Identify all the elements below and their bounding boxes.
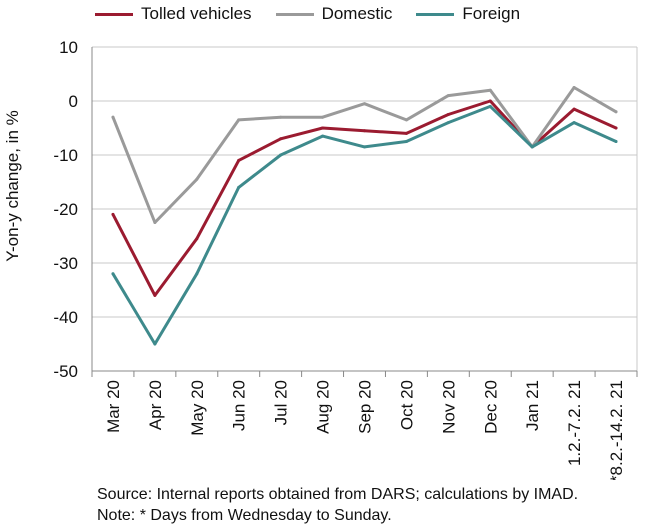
- legend-swatch-foreign: [416, 12, 455, 16]
- data-point: [446, 113, 450, 116]
- data-point: [195, 272, 199, 276]
- legend-item-foreign: Foreign: [416, 4, 520, 24]
- data-point: [488, 104, 492, 108]
- x-tick-label: Jun 20: [230, 380, 249, 431]
- data-point: [195, 237, 199, 241]
- y-tick-label: -50: [53, 362, 78, 381]
- source-note: Source: Internal reports obtained from D…: [97, 486, 579, 524]
- data-point: [404, 131, 408, 135]
- data-point: [530, 145, 534, 149]
- x-tick-label: May 20: [188, 380, 207, 436]
- data-point: [363, 102, 366, 106]
- legend-label-domestic: Domestic: [321, 4, 393, 23]
- legend: Tolled vehicles Domestic Foreign: [95, 4, 520, 24]
- x-tick-label: Apr 20: [146, 380, 165, 430]
- line-chart: 10 0 -10 -20 -30 -40 -50 Mar 20 Apr 20 May 20 Jun …: [53, 38, 638, 480]
- data-point: [446, 94, 450, 98]
- legend-swatch-domestic: [275, 12, 314, 16]
- data-point: [572, 86, 576, 89]
- data-point: [614, 126, 618, 130]
- data-point: [488, 88, 492, 92]
- legend-label-foreign: Foreign: [462, 4, 521, 23]
- y-tick-label: 0: [69, 92, 78, 111]
- legend-item-domestic: Domestic: [275, 4, 393, 24]
- data-point: [404, 118, 408, 122]
- data-point: [237, 185, 241, 189]
- x-tick-label: Sep 20: [356, 380, 375, 434]
- data-point: [614, 110, 618, 114]
- y-tick-label: -40: [53, 308, 78, 327]
- data-point: [572, 107, 576, 111]
- legend-item-tolled: Tolled vehicles: [95, 4, 252, 24]
- data-point: [111, 212, 115, 216]
- x-tick-label: Aug 20: [314, 380, 333, 434]
- data-point: [614, 140, 618, 143]
- x-tick-label: Jan 21: [523, 380, 542, 431]
- data-point: [321, 115, 325, 119]
- x-tick-label: Dec 20: [481, 380, 500, 434]
- data-point: [279, 153, 283, 157]
- data-point: [153, 221, 157, 224]
- legend-swatch-tolled: [95, 12, 133, 16]
- data-point: [321, 126, 325, 130]
- data-point: [363, 145, 366, 149]
- data-point: [195, 177, 199, 181]
- x-tick-label: Jul 20: [272, 380, 291, 425]
- data-point: [572, 121, 576, 125]
- y-tick-label: -10: [53, 146, 78, 165]
- data-point: [153, 293, 157, 297]
- data-point: [363, 129, 366, 133]
- x-tick-label: Nov 20: [439, 380, 458, 434]
- y-tick-label: -20: [53, 200, 78, 219]
- data-point: [237, 118, 241, 122]
- x-tick-label: *8.2.-14.2. 21: [607, 380, 626, 480]
- data-point: [153, 342, 157, 346]
- data-point: [279, 137, 283, 141]
- data-point: [237, 158, 241, 162]
- y-tick-label: 10: [59, 38, 78, 57]
- data-point: [446, 121, 450, 125]
- data-point: [404, 140, 408, 143]
- data-point: [111, 272, 115, 276]
- x-tick-label: 1.2.-7.2. 21: [565, 380, 584, 466]
- series-line-foreign: [111, 104, 618, 346]
- x-tick-label: Oct 20: [397, 380, 416, 430]
- data-point: [488, 99, 492, 103]
- data-point: [279, 115, 283, 119]
- data-point: [111, 115, 115, 119]
- y-tick-label: -30: [53, 254, 78, 273]
- x-tick-label: Mar 20: [104, 380, 123, 433]
- legend-label-tolled: Tolled vehicles: [141, 4, 252, 23]
- data-point: [321, 134, 325, 138]
